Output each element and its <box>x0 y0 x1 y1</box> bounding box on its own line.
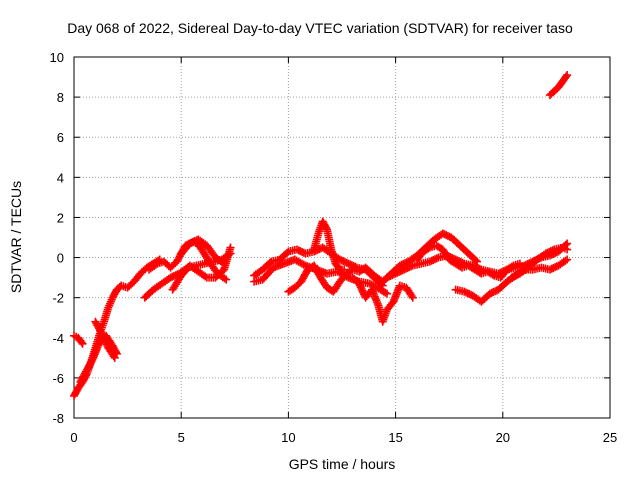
data-point-marker <box>101 338 110 347</box>
data-point-marker <box>220 274 229 283</box>
x-tick-label: 25 <box>603 430 617 445</box>
data-points <box>70 71 572 400</box>
data-point-marker <box>340 265 349 274</box>
data-point-marker <box>407 262 416 271</box>
data-point-marker <box>563 255 572 264</box>
data-point-marker <box>220 259 229 268</box>
y-axis-label: SDTVAR / TECUs <box>8 180 24 294</box>
data-point-marker <box>408 293 417 302</box>
data-series <box>507 243 572 282</box>
data-series <box>413 241 524 282</box>
data-series <box>168 243 235 294</box>
x-tick-label: 5 <box>178 430 185 445</box>
data-point-marker <box>407 291 416 300</box>
data-point-marker <box>299 260 308 269</box>
data-point-marker <box>98 331 107 340</box>
data-point-marker <box>201 272 210 281</box>
x-tick-label: 0 <box>70 430 77 445</box>
x-tick-label: 20 <box>496 430 510 445</box>
plot-frame <box>73 56 611 419</box>
data-point-marker <box>424 244 433 253</box>
data-point-marker <box>563 71 572 80</box>
data-series <box>91 317 119 362</box>
data-point-marker <box>383 289 392 298</box>
data-point-marker <box>357 284 366 293</box>
x-tick-label: 15 <box>388 430 402 445</box>
data-series <box>348 273 417 326</box>
data-point-marker <box>226 243 235 252</box>
data-point-marker <box>355 281 364 290</box>
data-point-marker <box>101 336 110 345</box>
y-tick-label: -8 <box>52 411 64 426</box>
data-point-marker <box>218 258 227 267</box>
data-series <box>310 217 349 274</box>
data-series <box>545 71 572 100</box>
data-point-marker <box>562 72 571 81</box>
data-point-marker <box>88 355 97 364</box>
data-point-marker <box>548 246 557 255</box>
y-tick-label: 0 <box>57 251 64 266</box>
data-point-marker <box>97 329 106 338</box>
data-point-marker <box>96 328 105 337</box>
y-tick-label: -2 <box>52 291 64 306</box>
y-tick-label: 10 <box>50 50 64 65</box>
data-point-marker <box>488 270 497 279</box>
y-tick-label: -6 <box>52 371 64 386</box>
y-tick-label: 4 <box>57 170 64 185</box>
data-point-marker <box>473 257 482 266</box>
data-series <box>177 235 229 268</box>
data-point-marker <box>102 340 111 349</box>
y-tick-label: 2 <box>57 210 64 225</box>
grid-lines <box>74 57 610 418</box>
data-series <box>451 255 572 306</box>
x-axis-label: GPS time / hours <box>288 456 396 472</box>
data-point-marker <box>358 286 367 295</box>
data-point-marker <box>109 352 118 361</box>
data-point-marker <box>99 333 108 342</box>
data-point-marker <box>77 338 86 347</box>
data-point-marker <box>110 353 119 362</box>
data-point-marker <box>471 256 480 265</box>
data-point-marker <box>561 256 570 265</box>
data-point-marker <box>563 245 572 254</box>
data-point-marker <box>356 283 365 292</box>
y-tick-label: 6 <box>57 130 64 145</box>
data-point-marker <box>515 259 524 268</box>
data-series <box>70 331 87 348</box>
data-point-marker <box>265 258 274 267</box>
y-tick-label: -4 <box>52 331 64 346</box>
data-point-marker <box>322 223 331 232</box>
data-point-marker <box>432 254 441 263</box>
data-point-marker <box>355 279 364 288</box>
axis-ticks: 0 5 10 15 20 25 -8 -6 -4 -2 0 2 4 6 8 10 <box>50 50 618 445</box>
data-point-marker <box>381 288 390 297</box>
chart-title: Day 068 of 2022, Sidereal Day-to-day VTE… <box>67 20 573 36</box>
data-point-marker <box>78 339 87 348</box>
data-point-marker <box>282 248 291 257</box>
data-point-marker <box>222 275 231 284</box>
data-point-marker <box>100 335 109 344</box>
y-tick-label: 8 <box>57 90 64 105</box>
x-tick-label: 10 <box>281 430 295 445</box>
data-point-marker <box>507 262 516 271</box>
